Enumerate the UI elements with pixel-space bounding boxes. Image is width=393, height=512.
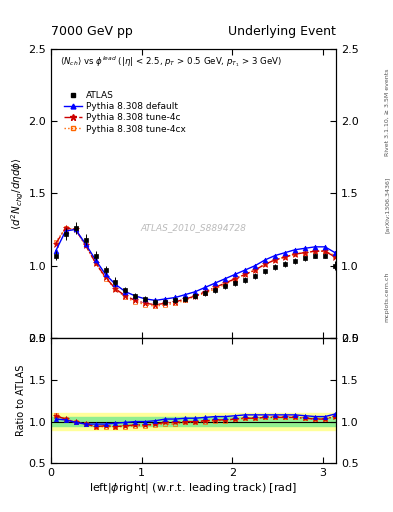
Text: ATLAS_2010_S8894728: ATLAS_2010_S8894728 [141, 224, 246, 232]
Y-axis label: $\langle d^2 N_{chg}/d\eta d\phi \rangle$: $\langle d^2 N_{chg}/d\eta d\phi \rangle… [9, 157, 26, 230]
Bar [51, 417, 336, 426]
Y-axis label: Ratio to ATLAS: Ratio to ATLAS [16, 365, 26, 436]
Text: Underlying Event: Underlying Event [228, 26, 336, 38]
X-axis label: left$|\phi$right$|$ (w.r.t. leading track) [rad]: left$|\phi$right$|$ (w.r.t. leading trac… [90, 481, 298, 495]
Legend: ATLAS, Pythia 8.308 default, Pythia 8.308 tune-4c, Pythia 8.308 tune-4cx: ATLAS, Pythia 8.308 default, Pythia 8.30… [64, 91, 186, 134]
Text: $\langle N_{ch}\rangle$ vs $\phi^{lead}$ ($|\eta|$ < 2.5, $p_T$ > 0.5 GeV, $p_{T: $\langle N_{ch}\rangle$ vs $\phi^{lead}$… [60, 54, 282, 70]
Bar [51, 413, 336, 430]
Text: [arXiv:1306.3436]: [arXiv:1306.3436] [385, 177, 389, 233]
Text: mcplots.cern.ch: mcplots.cern.ch [385, 272, 389, 322]
Text: 7000 GeV pp: 7000 GeV pp [51, 26, 133, 38]
Text: Rivet 3.1.10, ≥ 3.5M events: Rivet 3.1.10, ≥ 3.5M events [385, 69, 389, 156]
